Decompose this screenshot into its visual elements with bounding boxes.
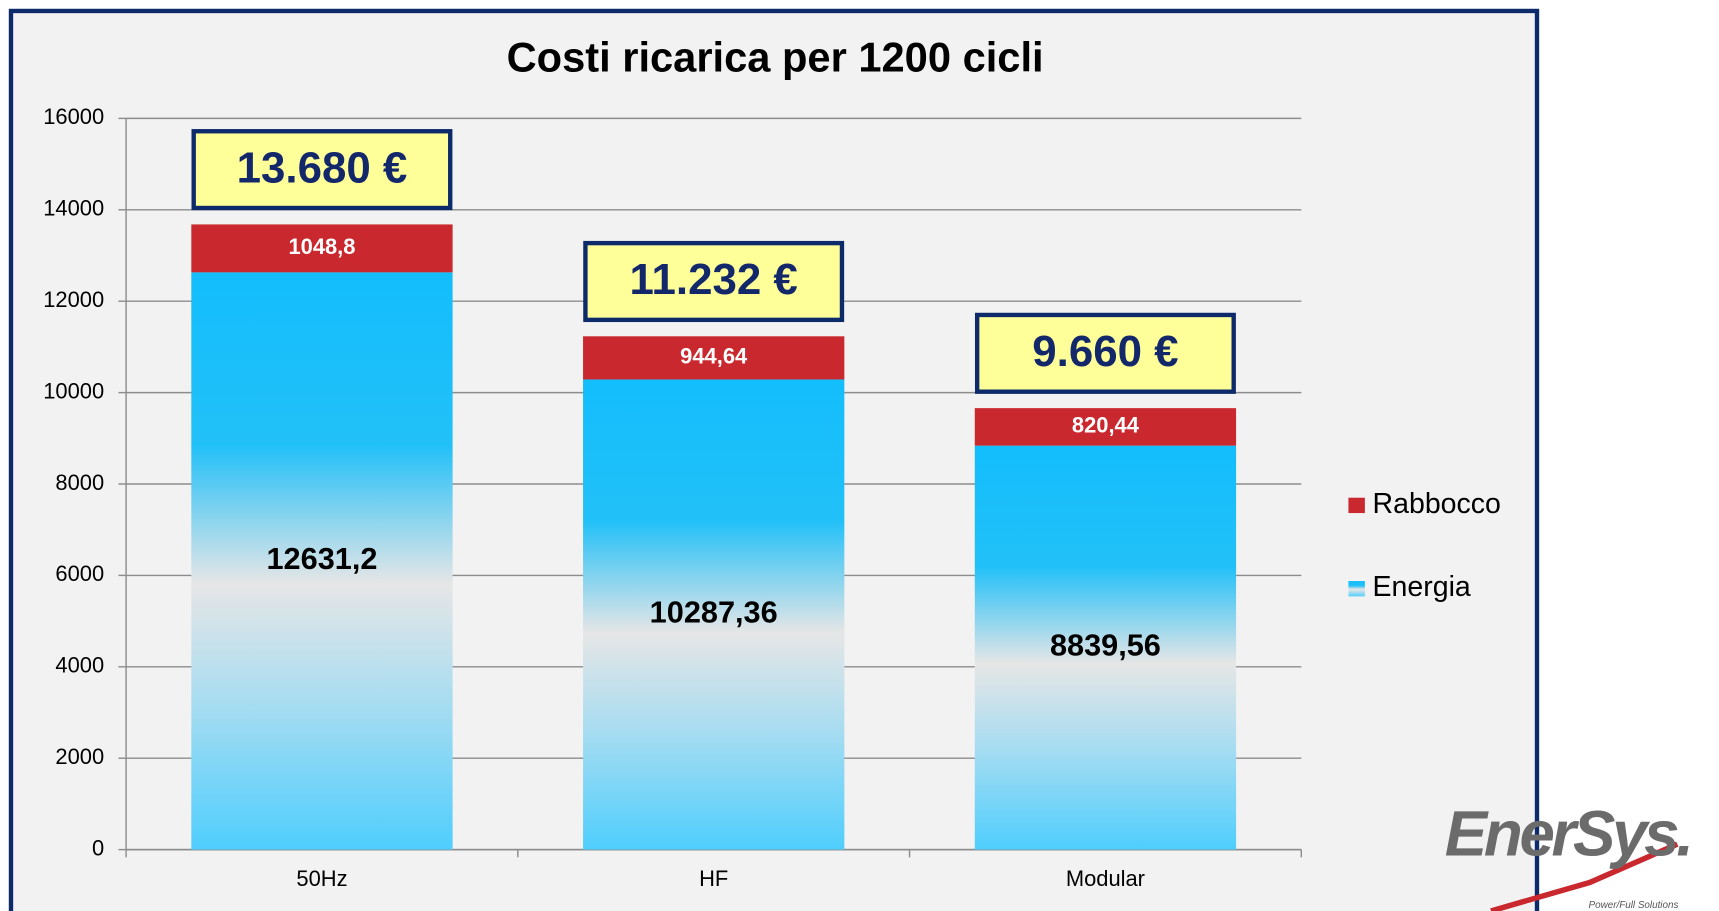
total-label: 13.680 € xyxy=(237,143,408,192)
total-label: 11.232 € xyxy=(630,255,798,304)
logo: EnerSys. Power/Full Solutions xyxy=(1445,798,1694,911)
bar-segment xyxy=(191,272,453,850)
bar-segment xyxy=(974,445,1237,850)
y-tick-label: 8000 xyxy=(55,470,104,495)
data-label: 8839,56 xyxy=(1050,628,1161,663)
data-label: 944,64 xyxy=(680,344,748,369)
data-label: 1048,8 xyxy=(288,234,355,259)
legend-swatch xyxy=(1348,581,1365,597)
y-tick-label: 2000 xyxy=(55,744,104,769)
chart-title: Costi ricarica per 1200 cicli xyxy=(507,33,1044,80)
logo-tagline: Power/Full Solutions xyxy=(1589,900,1679,911)
bar-segment xyxy=(583,336,845,380)
logo-swoosh xyxy=(1490,841,1679,911)
legend-label: Energia xyxy=(1373,571,1471,603)
y-tick-label: 14000 xyxy=(43,196,104,221)
x-tick-label: 50Hz xyxy=(296,866,347,891)
y-tick-label: 4000 xyxy=(55,653,104,678)
total-box xyxy=(191,129,453,211)
y-tick-label: 0 xyxy=(92,835,104,860)
data-label: 820,44 xyxy=(1072,413,1140,438)
legend-label: Rabbocco xyxy=(1373,488,1501,520)
y-tick-label: 12000 xyxy=(43,287,104,312)
bar-segment xyxy=(191,224,453,273)
data-label: 10287,36 xyxy=(650,595,778,630)
x-tick-label: Modular xyxy=(1066,866,1145,891)
total-box xyxy=(974,312,1236,394)
x-tick-label: HF xyxy=(699,866,728,891)
bar-segment xyxy=(583,379,845,850)
bar-segment xyxy=(974,408,1237,446)
logo-name: EnerSys. xyxy=(1445,798,1691,869)
total-label: 9.660 € xyxy=(1032,327,1178,376)
legend-swatch xyxy=(1348,497,1365,514)
data-label: 12631,2 xyxy=(266,541,377,576)
y-tick-label: 6000 xyxy=(55,561,104,586)
y-tick-label: 16000 xyxy=(43,104,104,129)
y-tick-label: 10000 xyxy=(43,378,104,403)
total-box xyxy=(583,240,845,323)
